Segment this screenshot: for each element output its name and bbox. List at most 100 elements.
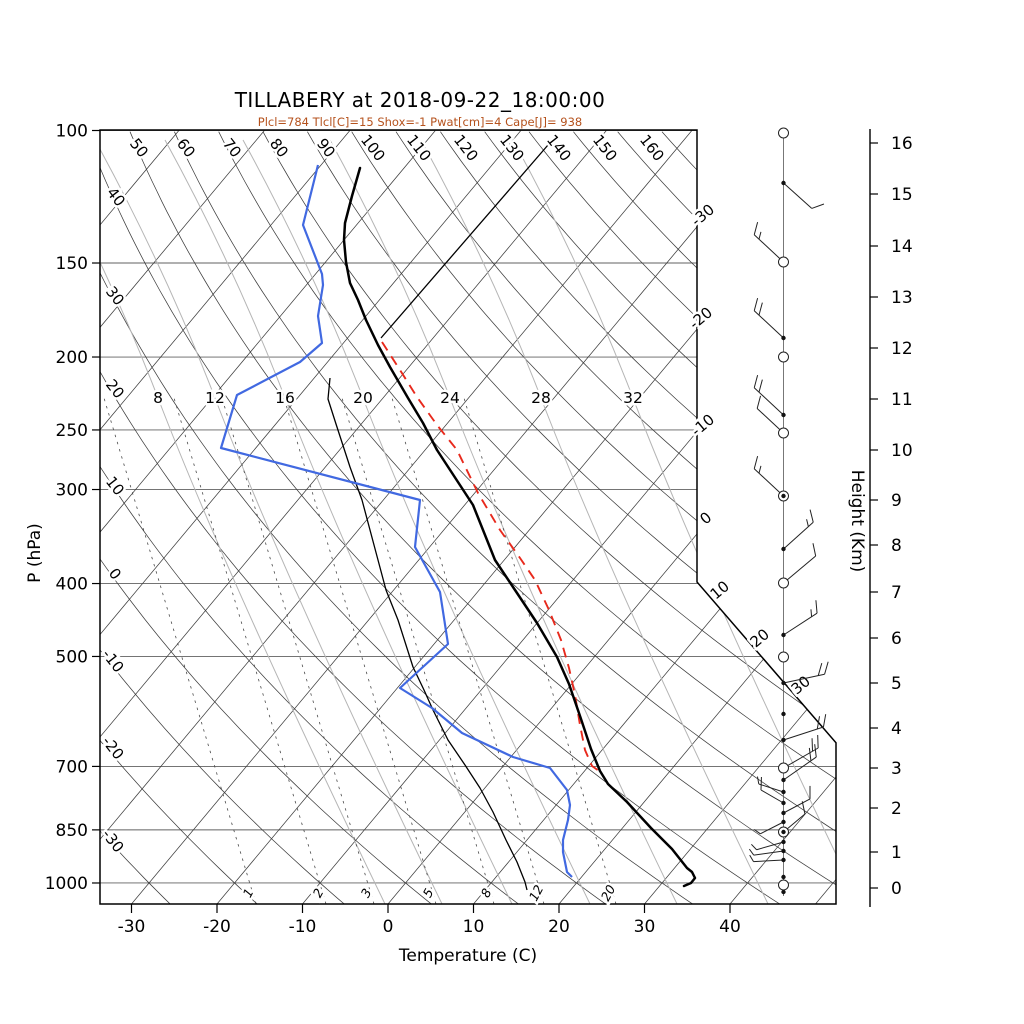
isotherm-label-right: 0 [696, 508, 715, 528]
x-tick-label: -10 [289, 917, 317, 937]
wind-barb-shaft [783, 747, 819, 769]
moist-adiabat-label: 24 [440, 389, 460, 407]
dry-adiabat-line [528, 131, 836, 904]
aux-profile-upper-line [380, 144, 549, 339]
wind-barb-tick [817, 662, 823, 676]
aux-profile-lower-line [327, 377, 528, 891]
wind-station-dot [781, 839, 786, 845]
wind-barb-tick [753, 456, 759, 469]
wind-barb-tick [809, 509, 814, 523]
height-axis-title: Height (Km) [847, 470, 867, 573]
isotherm-line [100, 130, 181, 904]
wind-barb-shaft [756, 841, 784, 851]
moist-adiabat-line [329, 139, 679, 904]
wind-station-circle [778, 879, 789, 891]
moist-adiabat-line [420, 139, 770, 904]
dry-adiabat-label-left: -10 [98, 646, 127, 676]
wind-barb-tick [753, 375, 759, 388]
height-tick-label: 2 [891, 799, 902, 819]
x-tick-label: -30 [118, 917, 146, 937]
wind-station-circle [778, 762, 789, 774]
wind-station-dot [781, 546, 786, 552]
wind-barb-tick [812, 543, 817, 557]
wind-barb-shaft [753, 468, 784, 497]
dry-adiabat-label-top: 160 [636, 131, 668, 165]
axes-layer [99, 129, 837, 905]
isotherm-label-right: -10 [688, 410, 718, 440]
dry-adiabat-line [351, 131, 836, 904]
wind-barb-half-tick [753, 829, 761, 835]
moist-adiabat-line [242, 139, 592, 904]
wind-barb-shaft [753, 310, 784, 339]
dry-adiabat-label-left: 10 [102, 473, 128, 499]
wind-barb-tick [824, 661, 829, 675]
isotherm-line [100, 130, 437, 904]
wind-barb-shaft [783, 521, 814, 550]
height-tick-label: 6 [891, 629, 902, 649]
wind-station-dot [781, 848, 786, 854]
chart-title: TILLABERY at 2018-09-22_18:00:00 [234, 88, 606, 112]
p-tick-label: 150 [56, 254, 88, 274]
isotherm-line [0, 129, 95, 904]
wind-barb-shaft [753, 234, 784, 263]
moist-adiabat-label: 20 [353, 389, 373, 407]
isotherm-line [901, 129, 1024, 904]
dewpoint-profile-line [219, 164, 573, 878]
wind-station-dot [781, 874, 786, 880]
mixing-ratio-label: 8 [478, 886, 495, 900]
wind-station-dot [781, 810, 786, 816]
dry-adiabat-line [100, 131, 525, 904]
height-tick-label: 1 [891, 843, 902, 863]
height-tick-label: 14 [891, 237, 913, 257]
p-tick-label: 400 [56, 575, 88, 595]
isotherm-line [100, 130, 608, 904]
mixing-ratio-line [283, 397, 437, 904]
wind-station-dot [781, 800, 786, 806]
dry-adiabat-label-top: 70 [219, 135, 245, 161]
wind-station-circle [778, 577, 789, 589]
isotherm-label-right: -30 [688, 200, 718, 230]
dry-adiabat-line [100, 131, 350, 904]
p-tick-label: 1000 [45, 874, 88, 894]
wind-barb-shaft [758, 783, 784, 793]
isotherm-line [473, 130, 836, 904]
p-tick-label: 250 [56, 421, 88, 441]
moist-adiabat-line [100, 139, 387, 904]
wind-station-circle [778, 256, 789, 268]
x-tick-label: 40 [719, 917, 741, 937]
dry-adiabat-line [129, 131, 836, 904]
isotherm-line [558, 130, 836, 904]
plot-border [99, 129, 837, 905]
wind-station-circle [778, 651, 789, 663]
isotherm-line [131, 130, 779, 904]
dry-adiabat-line [573, 131, 836, 904]
dry-adiabat-line [100, 131, 175, 904]
wind-station-dot [781, 632, 786, 638]
wind-barb-tick [808, 747, 812, 761]
dry-adiabat-label-top: 80 [266, 135, 292, 161]
wind-barb-half-tick [749, 854, 754, 862]
mixing-ratio-line [341, 397, 495, 904]
isotherm-line [100, 130, 523, 904]
isotherm-line [302, 130, 836, 904]
height-tick-label: 4 [891, 719, 902, 739]
moist-adiabat-line [164, 139, 514, 904]
wind-barb-tick [822, 714, 827, 728]
p-tick-label: 200 [56, 348, 88, 368]
wind-barb-shaft [760, 821, 784, 835]
dry-adiabat-label-top: 130 [496, 131, 528, 165]
moist-adiabat-label: 16 [275, 389, 295, 407]
wind-barb-half-tick [748, 848, 755, 856]
wind-barb-half-tick [751, 843, 757, 851]
mixing-ratio-line [391, 397, 545, 904]
wind-barb-tick [801, 801, 806, 815]
dry-adiabat-line [484, 131, 836, 904]
wind-barb-shaft [753, 850, 784, 856]
height-tick-label: 10 [891, 441, 913, 461]
isotherm-label-right: -20 [686, 303, 716, 333]
temperature-profile-line [342, 166, 697, 888]
dry-adiabat-line [0, 132, 87, 908]
wind-barb-tick [753, 298, 759, 311]
